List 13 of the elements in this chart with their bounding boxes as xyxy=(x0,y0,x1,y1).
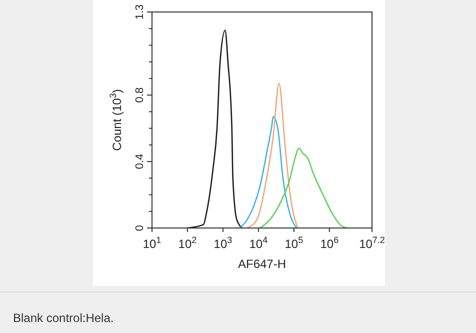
y-tick-label: 0.8 xyxy=(134,87,146,103)
y-tick-label: 0.4 xyxy=(134,154,146,170)
x-tick-label: 10$^{5}$ xyxy=(284,235,304,251)
x-tick-label: 10$^{6}$ xyxy=(320,235,339,251)
text: Blank control:Hela. xyxy=(13,311,114,325)
x-tick-label: 10$^{1}$ xyxy=(142,235,162,251)
y-tick-label: 1.3 xyxy=(134,4,146,20)
x-axis-title: AF647-H xyxy=(238,257,286,271)
y-tick-label: 0 xyxy=(134,224,146,232)
x-tick-label: 10$^{3}$ xyxy=(214,235,232,251)
x-tick-label: 10$^{4}$ xyxy=(249,235,268,251)
x-tick-label: 10$^{2}$ xyxy=(178,235,197,251)
x-tick-label: 10$^{7.2}$ xyxy=(359,235,385,251)
